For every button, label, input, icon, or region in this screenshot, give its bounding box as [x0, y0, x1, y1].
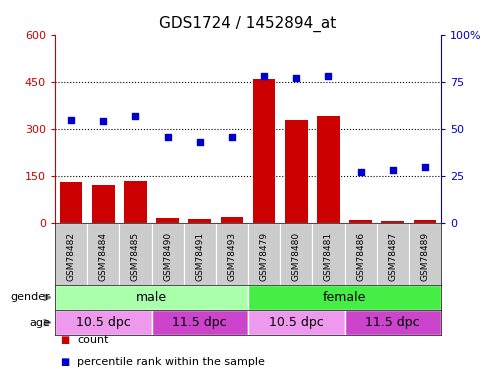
Bar	[151, 310, 248, 335]
Bar	[248, 223, 280, 285]
Text: 11.5 dpc: 11.5 dpc	[365, 316, 420, 329]
Bar	[216, 223, 248, 285]
Text: GSM78490: GSM78490	[163, 232, 172, 281]
Text: ■: ■	[60, 335, 69, 345]
Bar	[55, 285, 248, 310]
Text: age: age	[29, 318, 50, 327]
Text: GSM78482: GSM78482	[67, 232, 75, 281]
Bar	[345, 223, 377, 285]
Text: percentile rank within the sample: percentile rank within the sample	[77, 357, 265, 367]
Point	[196, 139, 204, 145]
Bar	[92, 185, 114, 223]
Text: GSM78484: GSM78484	[99, 232, 108, 281]
Text: GSM78486: GSM78486	[356, 232, 365, 281]
Text: GSM78485: GSM78485	[131, 232, 140, 281]
Text: gender: gender	[10, 292, 50, 303]
Bar	[188, 219, 211, 223]
Bar	[414, 220, 436, 223]
Bar	[60, 182, 82, 223]
Bar	[248, 310, 345, 335]
Text: GSM78481: GSM78481	[324, 232, 333, 281]
Bar	[345, 310, 441, 335]
Title: GDS1724 / 1452894_at: GDS1724 / 1452894_at	[159, 16, 337, 32]
Text: female: female	[323, 291, 366, 304]
Point	[164, 134, 172, 140]
Bar	[248, 285, 441, 310]
Text: male: male	[136, 291, 167, 304]
Point	[260, 74, 268, 80]
Text: count: count	[77, 335, 108, 345]
Bar	[280, 223, 313, 285]
Point	[67, 117, 75, 123]
Text: GSM78491: GSM78491	[195, 232, 204, 281]
Bar	[285, 120, 308, 223]
Bar	[55, 310, 151, 335]
Text: 11.5 dpc: 11.5 dpc	[173, 316, 227, 329]
Bar	[313, 223, 345, 285]
Bar	[221, 217, 243, 223]
Text: 10.5 dpc: 10.5 dpc	[76, 316, 131, 329]
Text: GSM78489: GSM78489	[421, 232, 429, 281]
Bar	[151, 223, 184, 285]
Bar	[409, 223, 441, 285]
Text: 10.5 dpc: 10.5 dpc	[269, 316, 323, 329]
Bar	[317, 117, 340, 223]
Bar	[350, 220, 372, 223]
Bar	[124, 181, 147, 223]
Bar	[184, 223, 216, 285]
Point	[99, 118, 107, 124]
Text: GSM78480: GSM78480	[292, 232, 301, 281]
Text: GSM78493: GSM78493	[227, 232, 237, 281]
Text: ■: ■	[60, 357, 69, 367]
Bar	[253, 79, 276, 223]
Point	[132, 113, 140, 119]
Point	[228, 134, 236, 140]
Point	[389, 167, 397, 173]
Bar	[87, 223, 119, 285]
Text: GSM78479: GSM78479	[260, 232, 269, 281]
Text: GSM78487: GSM78487	[388, 232, 397, 281]
Bar	[119, 223, 151, 285]
Bar	[382, 221, 404, 223]
Bar	[55, 223, 87, 285]
Point	[324, 74, 332, 80]
Bar	[156, 218, 179, 223]
Point	[421, 164, 429, 170]
Bar	[377, 223, 409, 285]
Point	[356, 169, 364, 175]
Point	[292, 75, 300, 81]
